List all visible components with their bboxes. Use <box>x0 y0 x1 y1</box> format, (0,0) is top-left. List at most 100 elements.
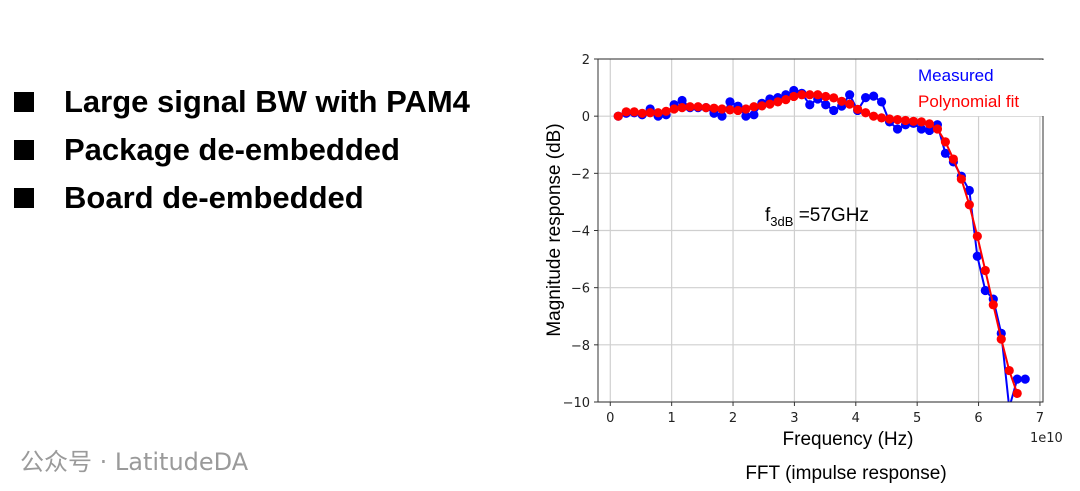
data-point <box>884 114 895 124</box>
x-tick-label: 2 <box>729 411 737 426</box>
data-point <box>653 108 663 118</box>
series-polynomial-fit <box>613 90 1022 399</box>
data-point <box>645 108 655 118</box>
data-point <box>876 113 887 123</box>
data-point <box>725 97 735 107</box>
x-axis-label: Frequency (Hz) <box>783 429 914 450</box>
y-tick-label: −6 <box>571 282 590 297</box>
square-bullet-icon <box>14 92 34 112</box>
data-point <box>1012 374 1022 384</box>
y-tick-label: −8 <box>571 339 590 354</box>
data-point <box>972 231 982 241</box>
data-point <box>892 114 903 125</box>
data-point <box>837 96 847 106</box>
data-point <box>685 102 695 112</box>
x-tick-label: 7 <box>1036 411 1044 426</box>
data-point <box>996 334 1006 344</box>
watermark: 公众号 · LatitudeDA <box>20 448 249 476</box>
data-point <box>749 102 759 112</box>
square-bullet-icon <box>14 140 34 160</box>
data-point <box>900 115 911 126</box>
data-point <box>988 300 998 310</box>
data-point <box>853 104 863 114</box>
legend-polynomial-fit: Polynomial fit <box>918 92 1019 111</box>
y-tick-label: −10 <box>563 396 590 411</box>
series-line <box>617 89 1026 402</box>
data-point <box>924 125 935 136</box>
legend-box <box>910 60 1065 116</box>
data-point <box>821 100 831 110</box>
data-point <box>717 104 727 114</box>
bullet-item: Large signal BW with PAM4 <box>14 78 470 126</box>
data-point <box>629 107 639 117</box>
data-point <box>892 124 903 134</box>
data-point <box>813 90 823 100</box>
data-point <box>868 111 879 121</box>
data-point <box>733 105 743 116</box>
data-point <box>821 91 831 102</box>
chart-caption: FFT (impulse response) <box>745 463 946 484</box>
data-point <box>916 117 927 127</box>
x-tick-label: 1 <box>668 411 676 426</box>
x-tick-label: 6 <box>974 411 982 426</box>
data-point <box>789 91 799 102</box>
bullet-item: Board de-embedded <box>14 174 470 222</box>
data-point <box>940 137 951 147</box>
data-point <box>908 116 919 126</box>
data-point <box>749 110 759 120</box>
data-point <box>980 285 990 296</box>
data-point <box>741 111 751 121</box>
data-point <box>709 103 719 113</box>
data-point <box>677 95 687 106</box>
x-tick-label: 5 <box>913 411 921 426</box>
data-point <box>924 119 935 129</box>
data-point <box>621 107 631 117</box>
x-tick-label: 3 <box>790 411 798 426</box>
data-point <box>781 94 791 105</box>
series-measured <box>613 85 1030 412</box>
data-point <box>948 154 958 164</box>
f3db-annotation: f3dB =57GHz <box>765 205 869 229</box>
data-point <box>669 104 679 114</box>
bullet-text: Package de-embedded <box>64 132 400 167</box>
data-point <box>1005 403 1014 412</box>
data-point <box>1004 365 1014 376</box>
data-point <box>717 111 727 121</box>
data-point <box>868 91 879 101</box>
data-point <box>845 99 855 109</box>
x-tick-label: 4 <box>852 411 860 426</box>
data-point <box>845 90 855 100</box>
data-point <box>693 102 703 112</box>
bullet-item: Package de-embedded <box>14 126 470 174</box>
data-point <box>797 90 807 100</box>
data-point <box>757 101 767 111</box>
data-point <box>972 251 982 261</box>
data-point <box>805 90 815 100</box>
data-point <box>725 105 735 115</box>
data-point <box>701 102 711 113</box>
x-scale-label: 1e10 <box>1030 431 1063 446</box>
data-point <box>964 185 974 196</box>
axes-frame <box>597 58 1044 403</box>
data-point <box>661 106 671 116</box>
data-point <box>1012 388 1022 399</box>
data-point <box>876 97 887 107</box>
data-point <box>964 200 974 210</box>
data-point <box>829 105 839 116</box>
data-point <box>765 99 775 109</box>
bullet-text: Board de-embedded <box>64 180 364 215</box>
data-point <box>940 148 951 158</box>
data-point <box>1020 374 1030 384</box>
data-point <box>956 174 966 184</box>
data-point <box>916 124 927 134</box>
y-tick-label: −4 <box>571 225 590 240</box>
data-point <box>932 124 943 134</box>
x-tick-label: 0 <box>606 411 614 426</box>
bullet-text: Large signal BW with PAM4 <box>64 84 470 119</box>
data-point <box>805 100 815 110</box>
data-point <box>980 265 990 276</box>
data-point <box>861 92 871 103</box>
data-point <box>677 102 687 113</box>
legend-measured: Measured <box>918 66 994 85</box>
